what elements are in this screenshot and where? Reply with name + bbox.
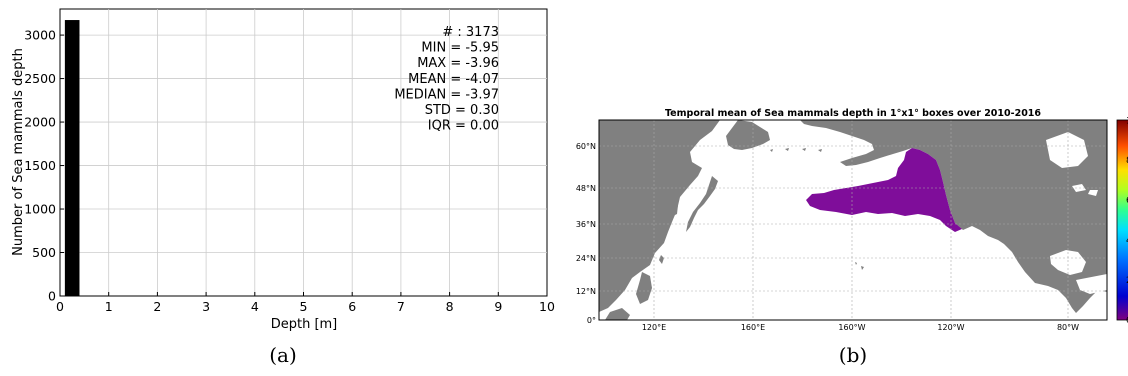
y-tick-label: 1000 [24, 202, 56, 217]
colorbar-tick-label: 8 [1126, 156, 1128, 166]
colorbar-tick-labels: 0 2 4 6 8 10 [1126, 117, 1128, 327]
cuba-gap [1079, 282, 1096, 289]
map-lon-label: 160°E [741, 323, 765, 332]
land-korea [668, 202, 678, 217]
x-tick-label: 1 [105, 299, 113, 314]
land-islands-west [636, 255, 664, 304]
map-lon-label: 120°W [937, 323, 964, 332]
land [599, 120, 1107, 320]
map-lat-labels: 0° 12°N 24°N 36°N 48°N 60°N [576, 142, 596, 325]
hudson-bay [1046, 132, 1088, 168]
stat-line: IQR = 0.00 [428, 119, 499, 134]
land-hawaii [855, 262, 864, 270]
map-lon-grid [653, 120, 1069, 320]
y-tick-label: 2000 [24, 115, 56, 130]
x-tick-label: 6 [348, 299, 356, 314]
colorbar-tick-label: 6 [1126, 196, 1128, 206]
x-tick-label: 3 [202, 299, 210, 314]
x-axis-label: Depth [m] [271, 317, 338, 332]
colorbar-tick-label: 2 [1126, 276, 1128, 286]
great-lakes [1072, 184, 1098, 196]
map-lon-labels: 120°E 160°E 160°W 120°W 80°W [642, 323, 1079, 332]
caribbean [1076, 274, 1107, 294]
colorbar-tick-label: 10 [1126, 117, 1128, 127]
colorbar [1116, 119, 1128, 321]
colorbar-tick-label: 4 [1126, 236, 1128, 246]
sea-mammals-map: Temporal mean of Sea mammals depth in 1°… [576, 108, 1128, 332]
land-japan [686, 176, 718, 232]
caption-a: (a) [269, 343, 297, 367]
map-frame [598, 119, 1108, 321]
x-tick-label: 7 [397, 299, 405, 314]
histogram-bar [64, 20, 80, 296]
map-lon-label: 160°W [838, 323, 865, 332]
stat-line: MEDIAN = -3.97 [394, 87, 499, 102]
x-tick-label: 5 [300, 299, 308, 314]
map-lat-label: 0° [587, 316, 596, 325]
y-tick-label: 3000 [24, 28, 56, 43]
land-borneo [605, 308, 630, 320]
stat-line: STD = 0.30 [425, 103, 499, 118]
y-tick-label: 1500 [24, 158, 56, 173]
data-region [806, 148, 962, 232]
map-lat-label: 36°N [576, 220, 596, 229]
y-tick-label: 0 [48, 289, 56, 304]
bars [64, 20, 80, 296]
x-tick-labels: 0 1 2 3 4 5 6 7 8 9 10 [56, 292, 555, 314]
y-tick-labels: 0 500 1000 1500 2000 2500 3000 [24, 28, 64, 304]
y-tick-label: 2500 [24, 71, 56, 86]
map-lat-label: 60°N [576, 142, 596, 151]
colorbar-tick-label: 0 [1126, 316, 1128, 326]
land-north-america [800, 120, 1107, 313]
x-tick-label: 4 [251, 299, 259, 314]
map-lat-label: 48°N [576, 184, 596, 193]
map-title: Temporal mean of Sea mammals depth in 1°… [665, 108, 1041, 119]
map-lon-label: 80°W [1057, 323, 1079, 332]
map-lat-label: 24°N [576, 254, 596, 263]
map-lat-label: 12°N [576, 287, 596, 296]
x-tick-label: 0 [56, 299, 64, 314]
stat-line: # : 3173 [442, 25, 499, 40]
map-lon-label: 120°E [642, 323, 666, 332]
gulf-of-mexico [1050, 250, 1086, 275]
x-tick-label: 10 [539, 299, 555, 314]
depth-histogram: 0 1 2 3 4 5 6 7 8 9 10 0 500 1000 1500 2000 2500 3000 De… [11, 8, 555, 332]
stat-line: MIN = -5.95 [421, 41, 499, 56]
stat-line: MAX = -3.96 [417, 56, 499, 71]
x-tick-label: 9 [494, 299, 502, 314]
land-asia [599, 120, 720, 312]
grid [60, 9, 547, 296]
stat-line: MEAN = -4.07 [408, 72, 499, 87]
x-tick-label: 2 [153, 299, 161, 314]
y-tick-label: 500 [32, 245, 56, 260]
y-axis-label: Number of Sea mammals depth [11, 48, 26, 256]
land-kamchatka [726, 120, 770, 150]
caption-b: (b) [839, 343, 867, 367]
x-tick-label: 8 [446, 299, 454, 314]
